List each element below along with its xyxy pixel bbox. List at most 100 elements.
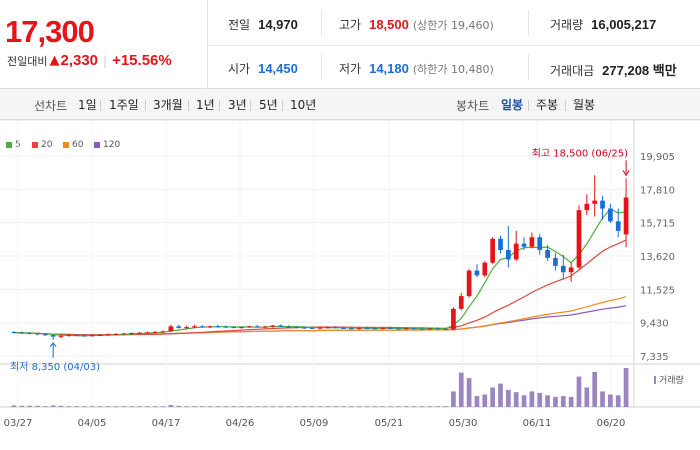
current-price: 17,300	[5, 14, 95, 49]
candle-body	[262, 326, 268, 328]
volume-bar	[113, 406, 119, 407]
volume-value: 16,005,217	[591, 17, 657, 32]
monthly-candle-button[interactable]: 월봉	[573, 98, 596, 112]
x-tick-label: 05/21	[375, 418, 404, 429]
weekly-candle-button[interactable]: 주봉	[536, 98, 559, 112]
volume-bar	[223, 406, 229, 407]
volume-bar	[58, 405, 64, 407]
candle-body	[278, 325, 284, 327]
volume-bar	[105, 406, 111, 407]
candle-body	[435, 328, 441, 330]
candle-body	[529, 237, 535, 247]
volume-bar	[341, 406, 346, 407]
amount-value: 277,208 백만	[602, 63, 677, 78]
volume-bar	[309, 406, 315, 407]
range-3m-button[interactable]: 3개월	[153, 98, 183, 112]
candle-body	[50, 335, 56, 337]
volume-bar	[301, 406, 307, 407]
candle-body	[152, 331, 158, 333]
volume-bar	[568, 396, 574, 407]
candle-body	[372, 328, 378, 330]
candle-body	[105, 334, 111, 336]
volume-bar	[333, 406, 339, 407]
volume-bar	[42, 406, 48, 407]
candle-body	[27, 333, 32, 335]
x-tick-label: 05/30	[449, 418, 478, 429]
candle-body	[207, 326, 213, 328]
toolbar-separator	[145, 100, 146, 111]
legend-ma120: 120	[94, 140, 120, 150]
stat-volume: 거래량 16,005,217	[550, 17, 657, 32]
volume-bar	[396, 406, 401, 407]
candle-body	[615, 221, 621, 231]
candle-body	[568, 267, 574, 273]
candle-body	[129, 333, 134, 335]
candle-body	[364, 327, 370, 329]
volume-bar	[490, 387, 496, 407]
volume-bar	[529, 391, 535, 407]
volume-bar	[317, 406, 323, 407]
high-annotation: 최고 18,500 (06/25)	[532, 147, 628, 159]
y-tick-label: 19,905	[640, 152, 675, 163]
volume-bar	[498, 383, 503, 407]
candle-body	[192, 326, 197, 328]
candle-body	[341, 327, 346, 329]
x-tick-label: 05/09	[300, 418, 329, 429]
candle-body	[19, 332, 25, 334]
change-row: 전일대비 ▲ 2,330 | +15.56%	[7, 52, 172, 69]
chart-toolbar: 선차트 1일 1주일 3개월 1년 3년 5년 10년 봉차트 일봉 주봉 월봉	[0, 89, 700, 120]
volume-bar	[576, 376, 582, 407]
candle-body	[560, 265, 566, 273]
candle-body	[113, 333, 119, 335]
volume-bar	[623, 368, 629, 407]
candle-body	[58, 335, 64, 337]
candle-body	[121, 333, 127, 335]
line-chart-label: 선차트	[34, 99, 68, 113]
y-tick-label: 7,335	[640, 352, 669, 363]
volume-legend-label: 거래량	[659, 374, 684, 386]
candle-body	[184, 327, 189, 329]
volume-bar	[513, 392, 519, 407]
candle-body	[490, 238, 496, 263]
upper-limit: (상한가 19,460)	[412, 19, 494, 32]
low-annotation: 최저 8,350 (04/03)	[10, 361, 100, 373]
prev-close-value: 14,970	[258, 17, 298, 32]
candle-body	[356, 327, 362, 329]
range-1w-button[interactable]: 1주일	[109, 98, 139, 112]
x-tick-label: 03/27	[4, 418, 33, 429]
toolbar-separator	[219, 100, 220, 111]
candle-chart-label: 봉차트	[456, 99, 490, 113]
volume-bar	[199, 406, 205, 407]
candle-body	[576, 210, 582, 268]
candle-body	[97, 334, 103, 336]
candle-body	[137, 332, 142, 334]
volume-bar	[372, 406, 378, 407]
volume-bar	[356, 406, 362, 407]
low-arrow-icon	[49, 342, 57, 348]
range-5y-button[interactable]: 5년	[259, 98, 278, 112]
high-value: 18,500	[369, 17, 409, 32]
low-value: 14,180	[369, 61, 409, 76]
candle-body	[458, 296, 464, 309]
candle-body	[11, 331, 17, 333]
range-1y-button[interactable]: 1년	[196, 98, 215, 112]
daily-candle-button[interactable]: 일봉	[501, 98, 524, 112]
x-tick-label: 06/11	[523, 418, 552, 429]
stats-divider	[321, 10, 322, 36]
candle-body	[231, 327, 237, 329]
y-tick-label: 15,715	[640, 219, 675, 230]
candle-body	[270, 325, 276, 327]
range-1d-button[interactable]: 1일	[78, 98, 97, 112]
volume-bar	[129, 406, 134, 407]
volume-bar	[254, 406, 260, 407]
volume-bar	[137, 406, 142, 407]
range-3y-button[interactable]: 3년	[228, 98, 247, 112]
change-amount: 2,330	[60, 52, 99, 69]
candle-body	[349, 328, 354, 330]
candle-body	[176, 326, 182, 328]
volume-bar	[537, 392, 543, 407]
volume-bar	[286, 406, 291, 407]
candle-body	[396, 328, 401, 330]
volume-bar	[278, 406, 284, 407]
range-10y-button[interactable]: 10년	[290, 98, 317, 112]
